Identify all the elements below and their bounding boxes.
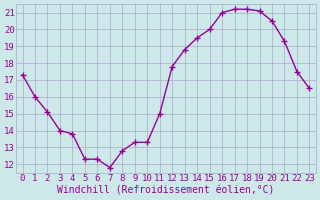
X-axis label: Windchill (Refroidissement éolien,°C): Windchill (Refroidissement éolien,°C) bbox=[57, 186, 275, 196]
